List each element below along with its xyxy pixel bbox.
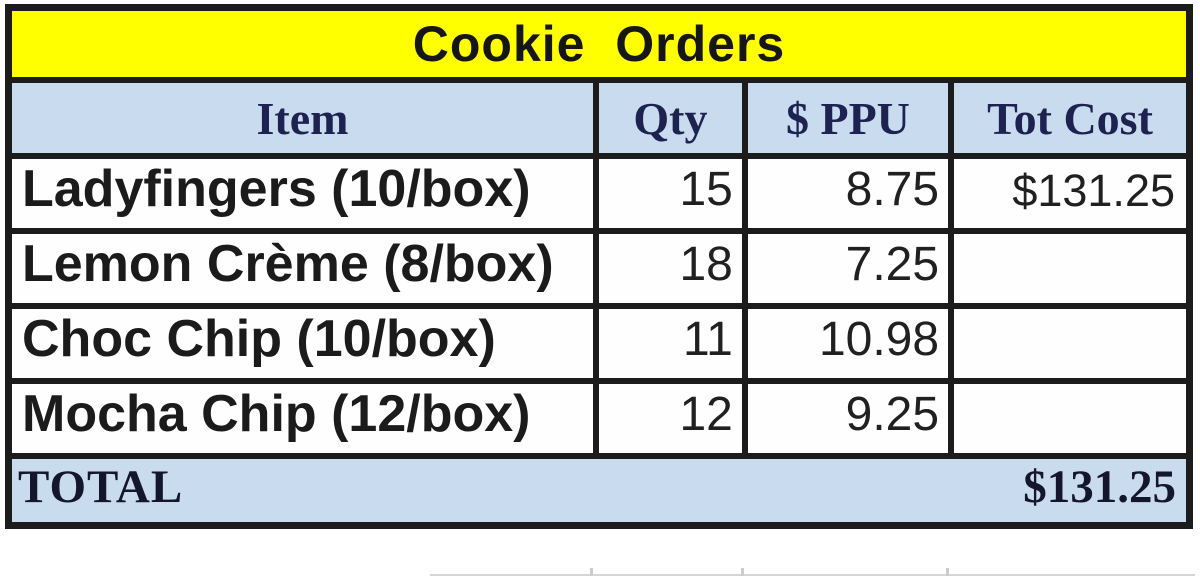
total-cell[interactable]: TOTAL $131.25 [5,452,1193,529]
table-row: Ladyfingers (10/box) 15 8.75 $131.25 [5,152,1193,234]
column-header-ppu[interactable]: $ PPU [741,76,955,159]
cell-ppu-mocha-chip[interactable]: 9.25 [741,377,955,459]
header-row: Item Qty $ PPU Tot Cost [5,76,1193,159]
cell-totcost-choc-chip[interactable] [948,302,1193,384]
cell-totcost-mocha-chip[interactable] [948,377,1193,459]
table-row: Choc Chip (10/box) 11 10.98 [5,302,1193,384]
cell-ppu-lemon-creme[interactable]: 7.25 [741,227,955,309]
column-header-item[interactable]: Item [5,76,599,159]
cookie-orders-table: Cookie Orders Item Qty $ PPU Tot Cost La… [5,4,1193,529]
cell-totcost-lemon-creme[interactable] [948,227,1193,309]
column-header-qty[interactable]: Qty [592,76,748,159]
cell-item-choc-chip[interactable]: Choc Chip (10/box) [5,302,599,384]
table-row: Lemon Crème (8/box) 18 7.25 [5,227,1193,309]
gridline-ghost-artifact [590,568,593,576]
column-header-tot-cost[interactable]: Tot Cost [948,76,1193,159]
capture-edge-artifact [430,574,1195,576]
table-title: Cookie Orders [5,4,1193,83]
cell-qty-mocha-chip[interactable]: 12 [592,377,748,459]
cell-totcost-ladyfingers[interactable]: $131.25 [948,152,1193,234]
cell-ppu-ladyfingers[interactable]: 8.75 [741,152,955,234]
cell-item-mocha-chip[interactable]: Mocha Chip (12/box) [5,377,599,459]
title-row: Cookie Orders [5,4,1193,83]
cell-qty-ladyfingers[interactable]: 15 [592,152,748,234]
cell-ppu-choc-chip[interactable]: 10.98 [741,302,955,384]
total-row: TOTAL $131.25 [5,452,1193,529]
cell-item-lemon-creme[interactable]: Lemon Crème (8/box) [5,227,599,309]
cell-item-ladyfingers[interactable]: Ladyfingers (10/box) [5,152,599,234]
table-row: Mocha Chip (12/box) 12 9.25 [5,377,1193,459]
gridline-ghost-artifact [946,568,949,576]
cell-qty-lemon-creme[interactable]: 18 [592,227,748,309]
total-label: TOTAL [18,461,184,514]
total-value: $131.25 [1023,461,1176,514]
cell-qty-choc-chip[interactable]: 11 [592,302,748,384]
gridline-ghost-artifact [741,568,744,576]
